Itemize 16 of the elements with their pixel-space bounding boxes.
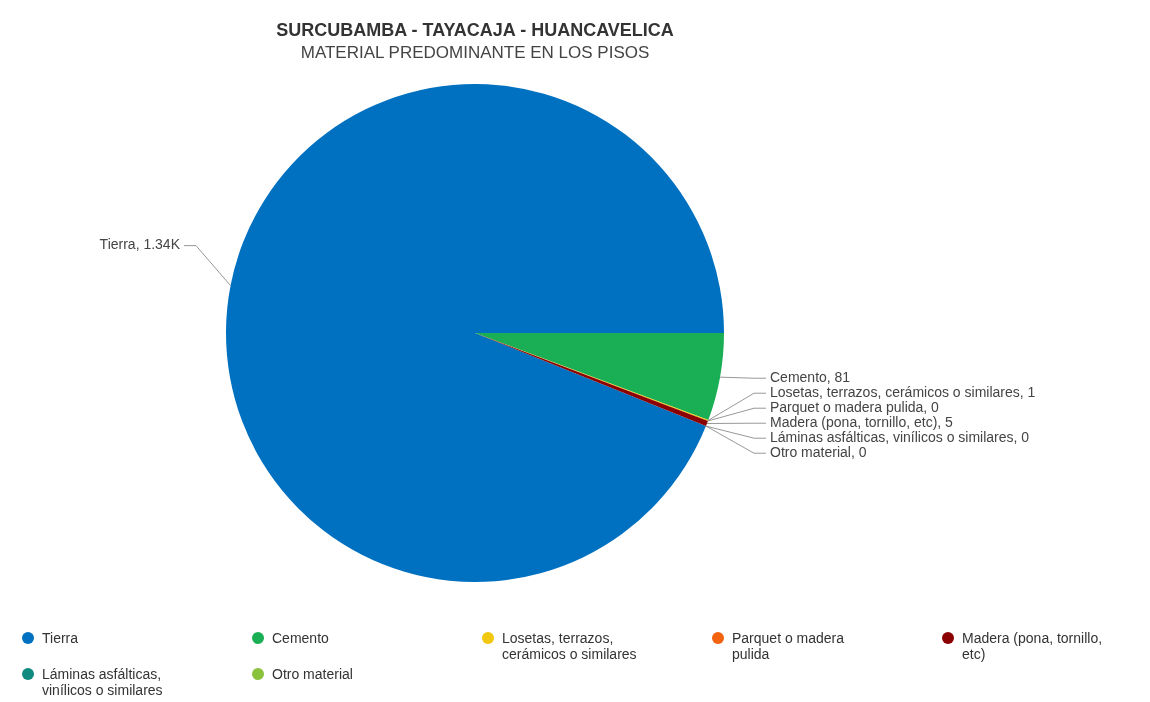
text: Láminas asfálticas, vinílicos o similares, 0 <box>770 429 1030 446</box>
text: Parquet o madera pulida, 0 <box>770 399 939 416</box>
data-label: Madera (pona, tornillo, etc), 5 <box>770 414 954 431</box>
data-label: Tierra, 1.34K <box>99 236 181 253</box>
chart-title: SURCUBAMBA - TAYACAJA - HUANCAVELICA <box>276 19 674 40</box>
legend-label: Parquet o madera pulida <box>732 630 846 662</box>
data-label: Losetas, terrazos, cerámicos o similares, 1 <box>770 384 1036 401</box>
legend-label: Láminas asfálticas, vinílicos o similares <box>42 666 164 698</box>
chart-subtitle: MATERIAL PREDOMINANTE EN LOS PISOS <box>300 43 650 63</box>
legend-label: Cemento <box>272 630 329 646</box>
legend-label: Tierra <box>42 630 79 646</box>
legend-label: Losetas, terrazos, cerámicos o similares <box>502 630 638 662</box>
legend-label: Madera (pona, tornillo, etc) <box>962 630 1104 662</box>
legend-label: Otro material <box>272 666 353 682</box>
data-label: Cemento, 81 <box>770 369 851 386</box>
text: Otro material, 0 <box>770 444 867 461</box>
